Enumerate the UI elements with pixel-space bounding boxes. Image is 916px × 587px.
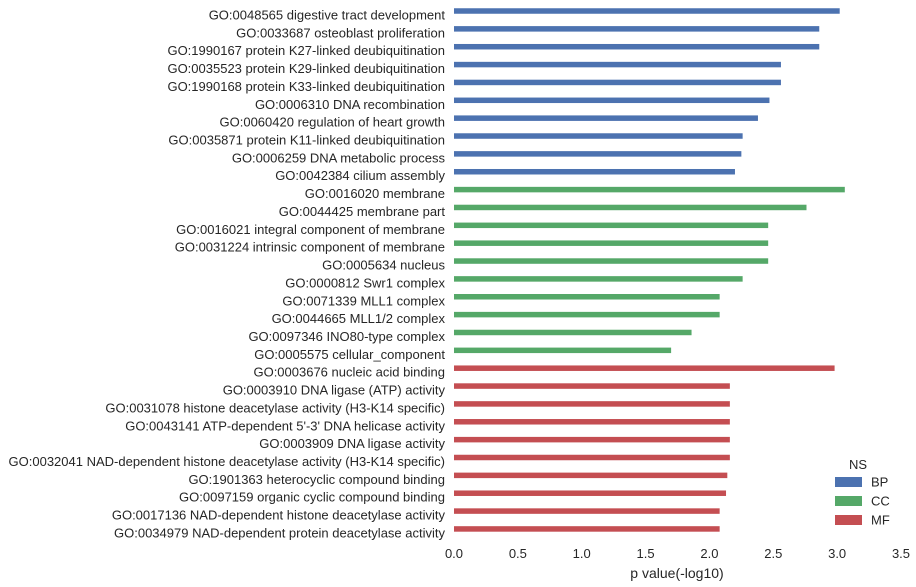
bar xyxy=(454,526,720,532)
y-tick-label: GO:1990167 protein K27-linked deubiquiti… xyxy=(167,43,445,58)
bar xyxy=(454,258,769,264)
legend-title: NS xyxy=(849,457,867,472)
x-tick-label: 0.5 xyxy=(509,546,527,561)
y-tick-label: GO:0032041 NAD-dependent histone deacety… xyxy=(9,454,445,469)
x-tick-label: 2.5 xyxy=(764,546,782,561)
bar xyxy=(454,240,769,246)
bar xyxy=(454,472,728,479)
y-tick-label: GO:0017136 NAD-dependent histone deacety… xyxy=(112,508,446,523)
y-tick-label: GO:0016020 membrane xyxy=(305,186,445,201)
y-tick-label: GO:0031078 histone deacetylase activity … xyxy=(105,400,445,415)
x-tick-label: 1.0 xyxy=(573,546,591,561)
bar xyxy=(454,329,692,336)
bar xyxy=(454,454,730,461)
bar xyxy=(454,115,758,121)
bar xyxy=(454,8,840,14)
bar xyxy=(454,168,735,175)
y-tick-label: GO:0034979 NAD-dependent protein deacety… xyxy=(114,525,445,540)
y-tick-label: GO:0003909 DNA ligase activity xyxy=(259,436,445,451)
legend-entries: BP CC MF xyxy=(835,475,890,528)
x-tick-label: 2.0 xyxy=(700,546,718,561)
y-tick-label: GO:0016021 integral component of membran… xyxy=(176,222,445,237)
y-tick-label: GO:0005634 nucleus xyxy=(322,258,445,273)
bar xyxy=(454,222,769,229)
y-tick-label: GO:1901363 heterocyclic compound binding xyxy=(188,472,445,487)
y-tick-label: GO:0044665 MLL1/2 complex xyxy=(272,311,446,326)
x-tick-labels: 0.0 0.5 1.0 1.5 2.0 2.5 3.0 3.5 xyxy=(445,546,910,561)
y-tick-label: GO:0006259 DNA metabolic process xyxy=(232,150,446,165)
bar xyxy=(454,97,770,104)
y-tick-label: GO:0006310 DNA recombination xyxy=(255,97,445,112)
x-tick-label: 3.5 xyxy=(892,546,910,561)
x-tick-label: 3.0 xyxy=(828,546,846,561)
y-tick-label: GO:0071339 MLL1 complex xyxy=(282,293,445,308)
y-tick-label: GO:0033687 osteoblast proliferation xyxy=(236,25,445,40)
legend-swatch xyxy=(835,515,862,525)
legend: NS BP CC MF xyxy=(835,457,890,528)
y-tick-label: GO:0035523 protein K29-linked deubiquiti… xyxy=(167,61,445,76)
legend-label: BP xyxy=(871,475,888,490)
bar xyxy=(454,61,781,68)
bar xyxy=(454,26,820,32)
bar xyxy=(454,508,720,514)
bar xyxy=(454,401,730,407)
y-tick-label: GO:0035871 protein K11-linked deubiquiti… xyxy=(168,133,445,148)
y-tick-label: GO:0005575 cellular_component xyxy=(254,347,445,362)
legend-label: MF xyxy=(871,513,890,528)
bar xyxy=(454,436,730,443)
y-tick-label: GO:0042384 cilium assembly xyxy=(275,168,445,183)
y-tick-label: GO:0031224 intrinsic component of membra… xyxy=(175,240,445,255)
y-tick-label: GO:1990168 protein K33-linked deubiquiti… xyxy=(167,79,445,94)
y-tick-label: GO:0048565 digestive tract development xyxy=(209,8,446,23)
y-tick-label: GO:0097159 organic cyclic compound bindi… xyxy=(179,490,445,505)
x-tick-label: 0.0 xyxy=(445,546,463,561)
y-tick-label: GO:0060420 regulation of heart growth xyxy=(220,115,445,130)
bar xyxy=(454,276,743,282)
bar xyxy=(454,133,743,139)
bar xyxy=(454,294,720,300)
bar xyxy=(454,311,720,318)
y-tick-label: GO:0097346 INO80-type complex xyxy=(248,329,445,344)
bar xyxy=(454,365,835,371)
bar xyxy=(454,490,727,496)
bar xyxy=(454,43,820,50)
bar xyxy=(454,419,730,425)
y-tick-labels: GO:0048565 digestive tract development GO… xyxy=(9,8,446,541)
y-tick-label: GO:0000812 Swr1 complex xyxy=(285,275,445,290)
bar xyxy=(454,204,807,211)
bar xyxy=(454,79,781,86)
x-tick-label: 1.5 xyxy=(637,546,655,561)
bar xyxy=(454,186,845,193)
y-tick-label: GO:0003676 nucleic acid binding xyxy=(253,365,445,380)
legend-swatch xyxy=(835,477,862,487)
bars-group xyxy=(454,8,845,532)
bar xyxy=(454,151,742,157)
bar xyxy=(454,383,730,389)
legend-label: CC xyxy=(871,494,890,509)
y-tick-label: GO:0043141 ATP-dependent 5'-3' DNA helic… xyxy=(125,418,445,433)
y-tick-label: GO:0044425 membrane part xyxy=(279,204,446,219)
y-tick-label: GO:0003910 DNA ligase (ATP) activity xyxy=(223,383,446,398)
legend-swatch xyxy=(835,496,862,506)
bar xyxy=(454,347,672,354)
x-axis-label: p value(-log10) xyxy=(630,565,723,581)
